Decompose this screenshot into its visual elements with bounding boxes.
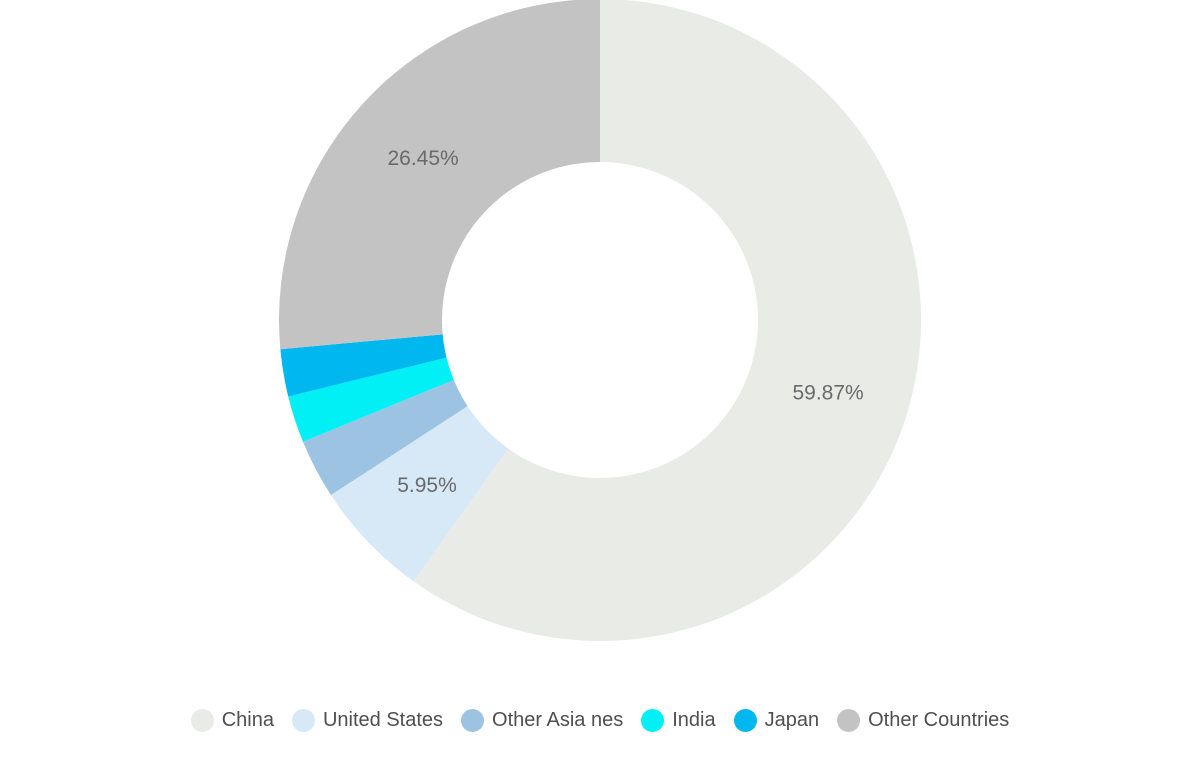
pie-slice-india[interactable] xyxy=(288,357,454,442)
legend-label: United States xyxy=(322,709,444,731)
pie-slice-china[interactable] xyxy=(413,0,921,641)
legend-label: Japan xyxy=(764,709,820,731)
legend-marker-icon xyxy=(291,708,315,732)
legend-label: India xyxy=(672,709,716,731)
pie-slice-japan[interactable] xyxy=(280,334,447,397)
legend-item-china[interactable]: China xyxy=(190,706,274,734)
legend-marker-icon xyxy=(461,708,485,732)
legend-label: Other Asia nes xyxy=(492,709,624,731)
legend-marker-icon xyxy=(733,708,757,732)
legend-item-japan[interactable]: Japan xyxy=(733,706,820,734)
legend-marker-icon xyxy=(190,708,214,732)
pie-slice-united-states[interactable] xyxy=(330,406,509,582)
pie-slice-other-countries[interactable] xyxy=(278,0,600,350)
legend-marker-icon xyxy=(837,708,861,732)
legend-label: China xyxy=(221,709,274,731)
legend-item-united-states[interactable]: United States xyxy=(291,706,444,734)
legend: China United States Other Asia nes India Jap… xyxy=(0,706,1200,734)
pie-slice-other-asia-nes[interactable] xyxy=(302,379,468,496)
legend-item-india[interactable]: India xyxy=(641,706,716,734)
legend-marker-icon xyxy=(641,708,665,732)
legend-label: Other Countries xyxy=(868,709,1010,731)
legend-item-other-countries[interactable]: Other Countries xyxy=(837,706,1009,734)
legend-item-other-asia-nes[interactable]: Other Asia nes xyxy=(461,706,623,734)
